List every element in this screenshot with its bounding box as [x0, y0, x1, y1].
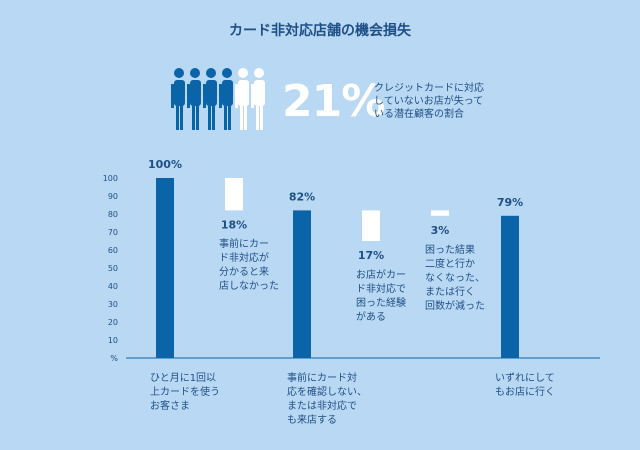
y-tick-label: 90 [108, 192, 118, 201]
bar-value-label: 3% [431, 224, 450, 237]
category-label: いずれにして もお店に行く [495, 373, 555, 398]
bar-value-label: 17% [358, 249, 384, 262]
y-tick-label: 100 [103, 174, 118, 183]
percent-description: クレジットカードに対応 していないお店が失って いる潜在顧客の割合 [374, 83, 484, 120]
person-icon-lost [235, 68, 249, 130]
y-tick-label: 40 [108, 282, 118, 291]
bar-total [156, 178, 174, 358]
person-icon [203, 68, 217, 130]
y-tick-label: 80 [108, 210, 118, 219]
y-unit-label: % [110, 354, 118, 363]
bar-value-label: 79% [497, 196, 523, 209]
people-icons [171, 68, 265, 130]
person-icon [219, 68, 233, 130]
person-icon [171, 68, 185, 130]
person-icon-lost [251, 68, 265, 130]
page-title: カード非対応店舗の機会損失 [229, 23, 411, 39]
bar-total [293, 210, 311, 358]
y-tick-label: 60 [108, 246, 118, 255]
bar-loss [225, 178, 243, 211]
big-percent: 21% [282, 76, 385, 127]
loss-note: 事前にカー ド非対応が 分かると来 店しなかった [219, 239, 279, 293]
category-label: 事前にカード対 応を確認しない、 または非対応で も来店する [287, 373, 367, 426]
category-label: ひと月に1回以 上カードを使う お客さま [150, 373, 220, 412]
bar-value-label: 18% [221, 218, 247, 231]
y-tick-label: 50 [108, 264, 118, 273]
bar-loss [431, 210, 449, 216]
y-tick-label: 30 [108, 300, 118, 309]
bar-value-label: 82% [289, 190, 315, 203]
y-tick-label: 20 [108, 318, 118, 327]
loss-note: お店がカー ド非対応で 困った経験 がある [356, 270, 406, 323]
loss-note: 困った結果 二度と行か なくなった、 または行く 回数が減った [425, 244, 485, 312]
y-tick-label: 70 [108, 228, 118, 237]
bar-value-label: 100% [148, 158, 182, 171]
y-tick-label: 10 [108, 336, 118, 345]
bar-total [501, 215, 519, 358]
person-icon [187, 68, 201, 130]
bar-loss [362, 210, 380, 241]
